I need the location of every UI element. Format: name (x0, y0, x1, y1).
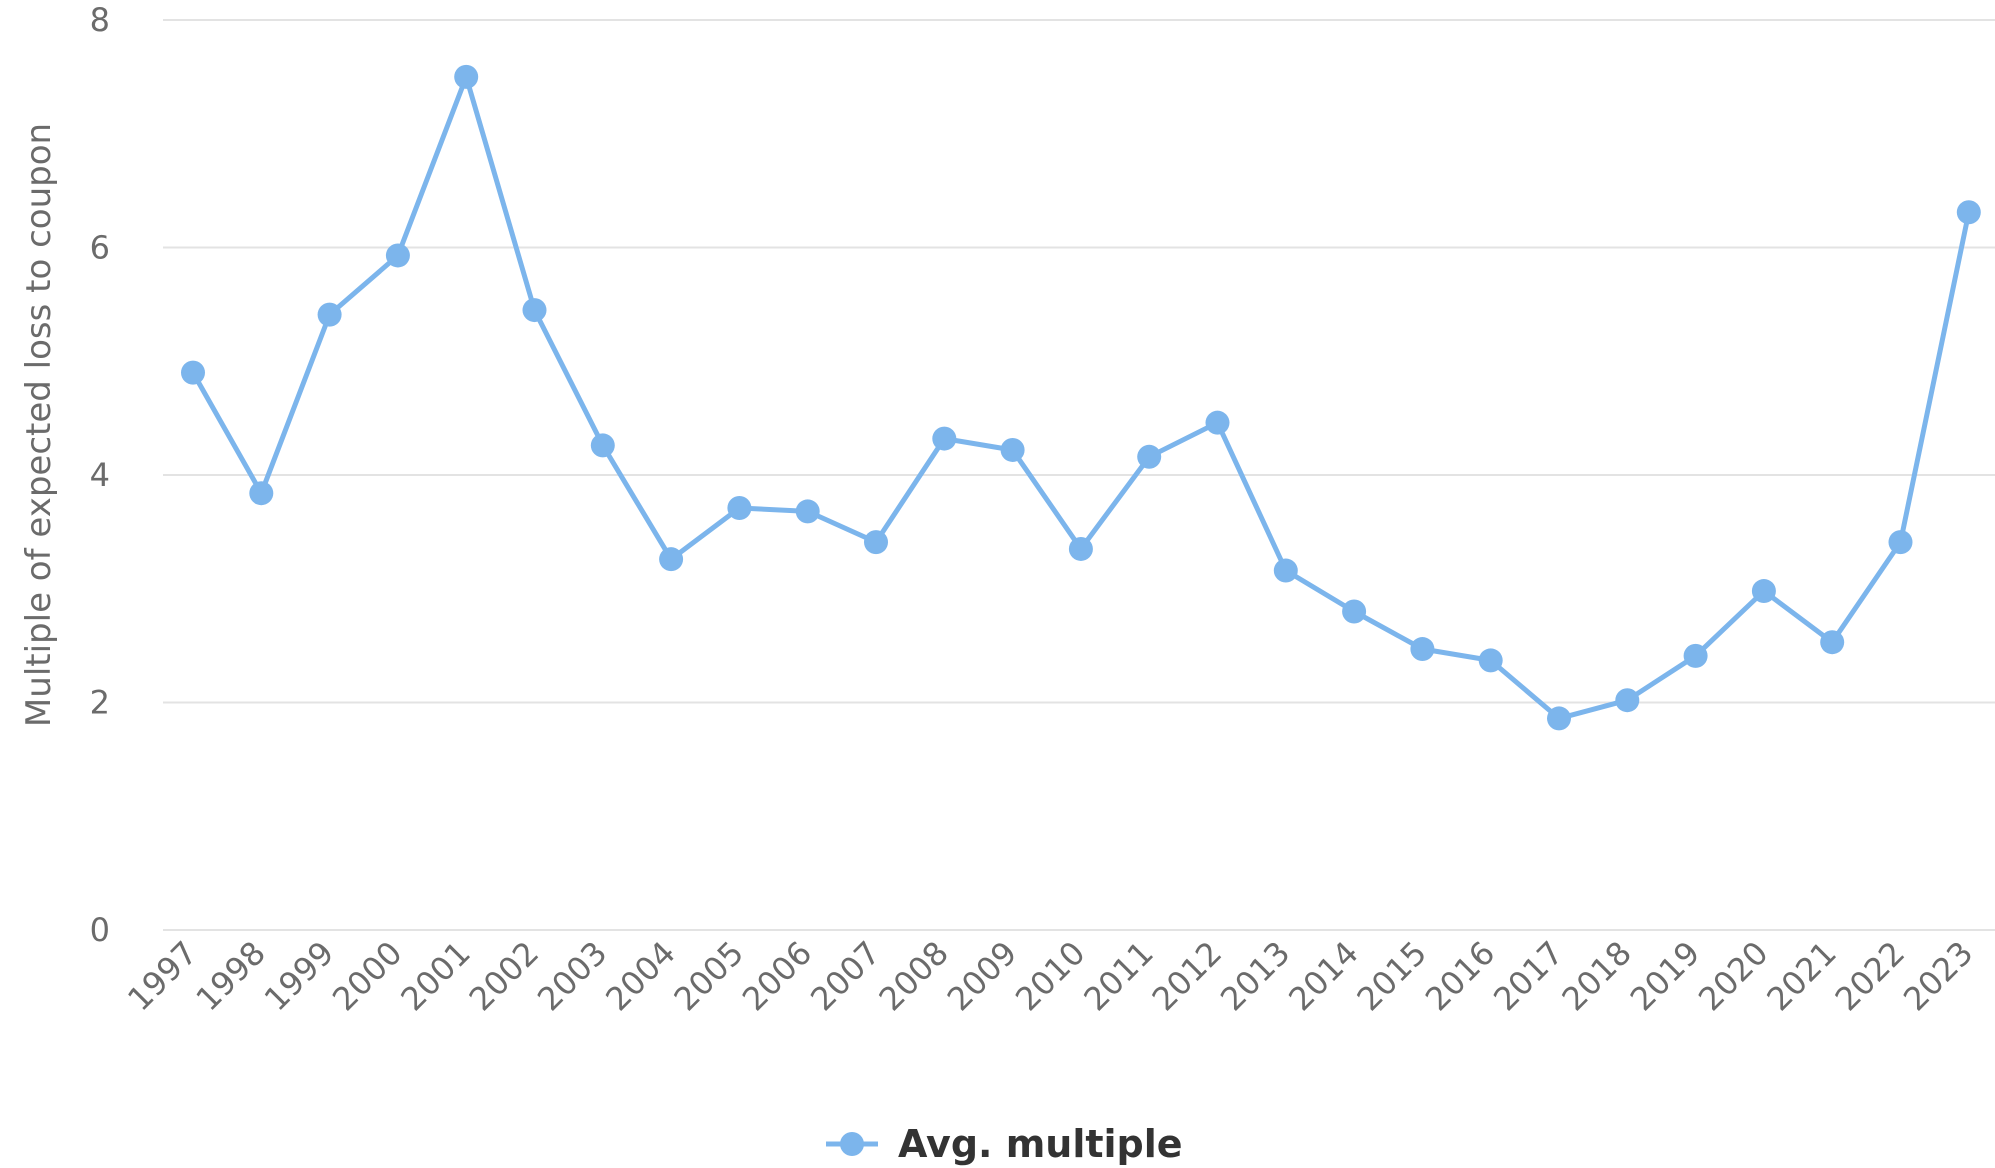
x-tick-label: 1998 (189, 934, 273, 1018)
x-tick-label: 2008 (872, 934, 956, 1018)
data-point-2018[interactable] (1615, 688, 1640, 713)
data-point-2016[interactable] (1478, 648, 1503, 673)
x-tick-label: 2016 (1418, 934, 1502, 1018)
y-tick-label: 4 (90, 456, 110, 494)
data-point-2009[interactable] (1000, 437, 1025, 462)
x-tick-label: 2005 (667, 934, 751, 1018)
data-point-2021[interactable] (1820, 630, 1845, 655)
y-tick-label: 0 (90, 911, 110, 949)
data-point-2022[interactable] (1888, 530, 1913, 555)
data-point-2008[interactable] (932, 426, 957, 451)
x-tick-label: 2015 (1350, 934, 1434, 1018)
legend-item-avg-multiple[interactable]: Avg. multiple (898, 1122, 1183, 1166)
x-tick-label: 2013 (1213, 934, 1297, 1018)
legend-marker-icon (840, 1132, 864, 1156)
x-tick-label: 2006 (735, 934, 819, 1018)
data-point-1999[interactable] (317, 302, 342, 327)
y-tick-label: 2 (90, 684, 110, 722)
data-point-2006[interactable] (795, 499, 820, 524)
x-tick-label: 2017 (1486, 934, 1570, 1018)
data-point-2010[interactable] (1068, 536, 1093, 561)
y-axis-ticks: 0 2 4 6 8 (90, 1, 110, 949)
x-tick-label: 2021 (1759, 934, 1843, 1018)
x-tick-label: 1997 (120, 934, 204, 1018)
data-point-2011[interactable] (1137, 444, 1162, 469)
x-tick-label: 2020 (1691, 934, 1775, 1018)
data-point-2023[interactable] (1956, 200, 1981, 225)
data-point-2004[interactable] (659, 547, 684, 572)
data-point-2017[interactable] (1547, 706, 1571, 731)
data-point-2002[interactable] (522, 298, 547, 323)
x-tick-label: 1999 (257, 934, 341, 1018)
x-tick-label: 2011 (1076, 934, 1160, 1018)
x-tick-label: 2010 (1008, 934, 1092, 1018)
x-axis-ticks: 1997199819992000200120022003200420052006… (120, 934, 1980, 1018)
x-tick-label: 2003 (530, 934, 614, 1018)
data-point-2003[interactable] (590, 433, 615, 458)
data-point-2019[interactable] (1683, 643, 1708, 668)
data-point-2013[interactable] (1273, 558, 1298, 583)
x-tick-label: 2002 (462, 934, 546, 1018)
x-tick-label: 2000 (325, 934, 409, 1018)
y-tick-label: 6 (90, 229, 110, 267)
series-line (190, 74, 1972, 721)
x-tick-label: 2022 (1828, 934, 1912, 1018)
x-tick-label: 2012 (1145, 934, 1229, 1018)
data-point-2020[interactable] (1751, 579, 1776, 604)
x-tick-label: 2004 (598, 934, 682, 1018)
data-point-2000[interactable] (385, 243, 410, 268)
x-tick-label: 2014 (1281, 934, 1365, 1018)
x-tick-label: 2019 (1623, 934, 1707, 1018)
data-point-2015[interactable] (1410, 637, 1435, 662)
data-point-2014[interactable] (1342, 599, 1367, 624)
y-tick-label: 8 (90, 1, 110, 39)
data-point-1998[interactable] (249, 481, 274, 506)
gridlines (163, 19, 1995, 931)
x-tick-label: 2001 (393, 934, 477, 1018)
x-tick-label: 2007 (803, 934, 887, 1018)
y-axis-label: Multiple of expected loss to coupon (19, 123, 59, 727)
data-point-2007[interactable] (864, 530, 888, 555)
x-tick-label: 2023 (1896, 934, 1980, 1018)
data-point-2012[interactable] (1205, 410, 1230, 435)
x-tick-label: 2009 (940, 934, 1024, 1018)
x-tick-label: 2018 (1555, 934, 1639, 1018)
data-point-2001[interactable] (454, 64, 479, 89)
data-point-1997[interactable] (181, 360, 205, 385)
series-layer (181, 64, 1981, 731)
data-point-2005[interactable] (727, 495, 752, 520)
legend[interactable]: Avg. multiple (826, 1122, 1183, 1166)
